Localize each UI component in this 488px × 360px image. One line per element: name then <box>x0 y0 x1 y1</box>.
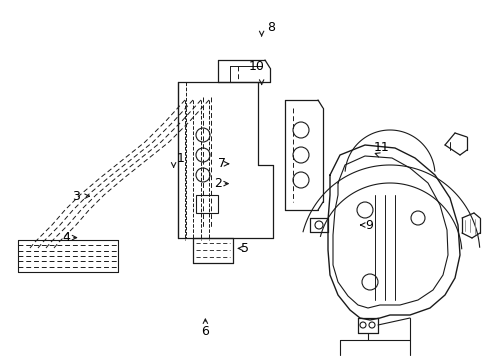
Text: 8: 8 <box>267 21 275 33</box>
Text: 7: 7 <box>218 157 226 170</box>
Text: 6: 6 <box>201 325 209 338</box>
Text: 9: 9 <box>365 219 372 231</box>
Text: 4: 4 <box>62 231 70 244</box>
Text: 5: 5 <box>240 242 248 255</box>
Text: 2: 2 <box>213 177 221 190</box>
Bar <box>196 195 218 213</box>
Text: 11: 11 <box>373 141 388 154</box>
Text: 1: 1 <box>177 152 184 165</box>
Text: 3: 3 <box>72 190 80 203</box>
Text: 10: 10 <box>248 60 264 73</box>
